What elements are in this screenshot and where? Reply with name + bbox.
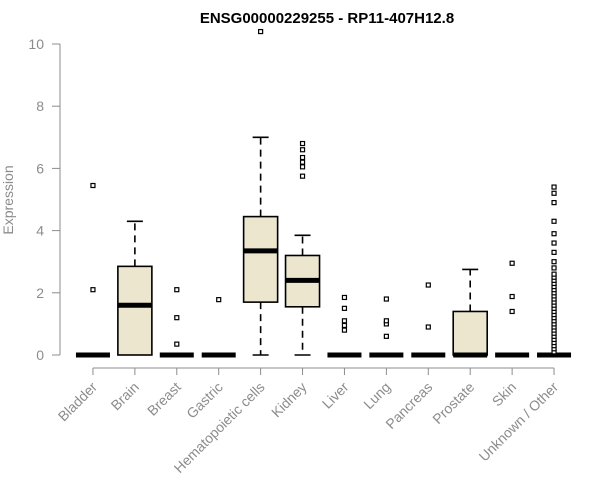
box-lung bbox=[369, 296, 404, 358]
outlier-point bbox=[551, 240, 557, 246]
outlier-point bbox=[174, 315, 180, 321]
box-hematopoietic-cells bbox=[242, 28, 279, 356]
outlier-point bbox=[174, 287, 180, 293]
y-axis: 0 2 4 6 8 10 bbox=[28, 36, 61, 363]
x-tick-label: Prostate bbox=[429, 379, 477, 427]
outlier-point bbox=[341, 322, 348, 329]
outlier-point bbox=[509, 293, 515, 300]
y-tick-label: 4 bbox=[36, 223, 44, 239]
box-unknown-other bbox=[537, 184, 572, 358]
outlier-point bbox=[551, 231, 557, 237]
outlier-point bbox=[90, 287, 96, 293]
x-tick-label: Bladder bbox=[55, 379, 101, 425]
outlier-point bbox=[299, 147, 306, 153]
outlier-point bbox=[509, 260, 515, 266]
outlier-point bbox=[216, 297, 222, 303]
outlier-point bbox=[341, 294, 348, 301]
box-prostate bbox=[452, 268, 489, 358]
outlier-point bbox=[551, 259, 557, 265]
box-liver bbox=[327, 294, 362, 358]
outlier-point bbox=[341, 318, 348, 324]
y-tick-label: 8 bbox=[36, 98, 44, 114]
box-iqr bbox=[452, 310, 489, 356]
x-tick-label: Brain bbox=[108, 379, 142, 413]
x-tick-label: Breast bbox=[144, 379, 184, 419]
outlier-point bbox=[299, 173, 306, 179]
outlier-point bbox=[551, 184, 557, 190]
outlier-point bbox=[383, 318, 389, 324]
outlier-point bbox=[341, 305, 348, 311]
x-tick-label: Skin bbox=[489, 379, 520, 410]
outlier-point bbox=[551, 271, 557, 277]
box-iqr bbox=[117, 265, 153, 356]
box-skin bbox=[495, 260, 530, 358]
box-gastric bbox=[201, 297, 236, 358]
x-tick-label: Unknown / Other bbox=[476, 379, 562, 465]
outlier-point bbox=[258, 28, 264, 35]
y-tick-label: 0 bbox=[36, 347, 44, 363]
x-tick-label: Lung bbox=[360, 379, 393, 412]
box-bladder bbox=[75, 182, 110, 358]
outlier-point bbox=[551, 190, 557, 196]
y-tick-label: 6 bbox=[36, 160, 44, 176]
outlier-point bbox=[90, 182, 96, 189]
box-kidney bbox=[284, 140, 321, 356]
box-brain bbox=[117, 220, 153, 356]
box-breast bbox=[159, 287, 194, 358]
outlier-point bbox=[551, 218, 557, 224]
y-axis-label: Expression bbox=[0, 165, 16, 234]
outlier-point bbox=[299, 159, 306, 165]
outlier-point bbox=[299, 140, 306, 147]
outlier-point bbox=[341, 327, 348, 333]
outlier-point bbox=[509, 308, 515, 315]
outlier-point bbox=[425, 282, 431, 288]
outlier-point bbox=[174, 341, 180, 347]
outlier-point bbox=[425, 324, 431, 330]
outlier-point bbox=[299, 164, 306, 170]
outlier-point bbox=[383, 296, 389, 302]
box-iqr bbox=[242, 215, 279, 303]
outlier-point bbox=[551, 265, 557, 271]
outlier-point bbox=[551, 200, 557, 206]
x-tick-label: Kidney bbox=[268, 379, 310, 421]
x-tick-label: Liver bbox=[319, 379, 352, 412]
outlier-point bbox=[383, 333, 389, 339]
outlier-point bbox=[299, 154, 306, 161]
boxes bbox=[75, 28, 572, 358]
x-tick-label: Pancreas bbox=[382, 379, 435, 432]
outlier-point bbox=[551, 249, 557, 255]
y-tick-label: 2 bbox=[36, 285, 44, 301]
chart-title: ENSG00000229255 - RP11-407H12.8 bbox=[200, 10, 454, 27]
y-tick-label: 10 bbox=[28, 36, 44, 52]
box-pancreas bbox=[411, 282, 446, 358]
